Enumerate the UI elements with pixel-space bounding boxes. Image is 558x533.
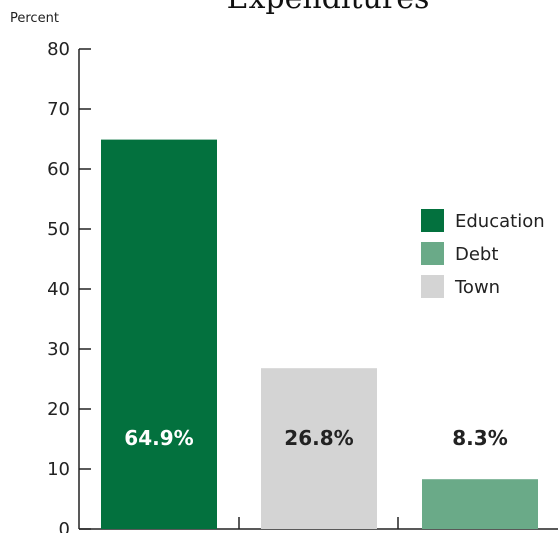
bar-town	[261, 368, 377, 529]
legend: Education Debt Town	[421, 209, 545, 298]
y-axis-label: Percent	[10, 11, 59, 26]
legend-swatch-town	[421, 275, 444, 298]
bar-value-label: 64.9%	[124, 426, 193, 450]
legend-swatch-debt	[421, 242, 444, 265]
y-tick-label: 50	[47, 219, 70, 240]
y-tick-label: 60	[47, 159, 70, 180]
bar-debt	[422, 479, 538, 529]
legend-label-education: Education	[455, 211, 545, 232]
bar-education	[101, 139, 217, 529]
y-tick-label: 80	[47, 39, 70, 60]
y-tick-label: 0	[59, 519, 70, 533]
y-tick-label: 40	[47, 279, 70, 300]
axes: 0 10 20 30 40 50 60 70 80	[47, 39, 558, 533]
y-tick-label: 20	[47, 399, 70, 420]
legend-label-town: Town	[454, 277, 500, 298]
y-tick-label: 30	[47, 339, 70, 360]
legend-label-debt: Debt	[455, 244, 498, 265]
bar-value-label: 26.8%	[284, 426, 353, 450]
bars: 64.9% 26.8% 8.3%	[101, 139, 538, 529]
y-tick-label: 10	[47, 459, 70, 480]
y-tick-label: 70	[47, 99, 70, 120]
legend-swatch-education	[421, 209, 444, 232]
chart-title: Expenditures	[227, 0, 430, 16]
bar-value-label: 8.3%	[452, 426, 507, 450]
